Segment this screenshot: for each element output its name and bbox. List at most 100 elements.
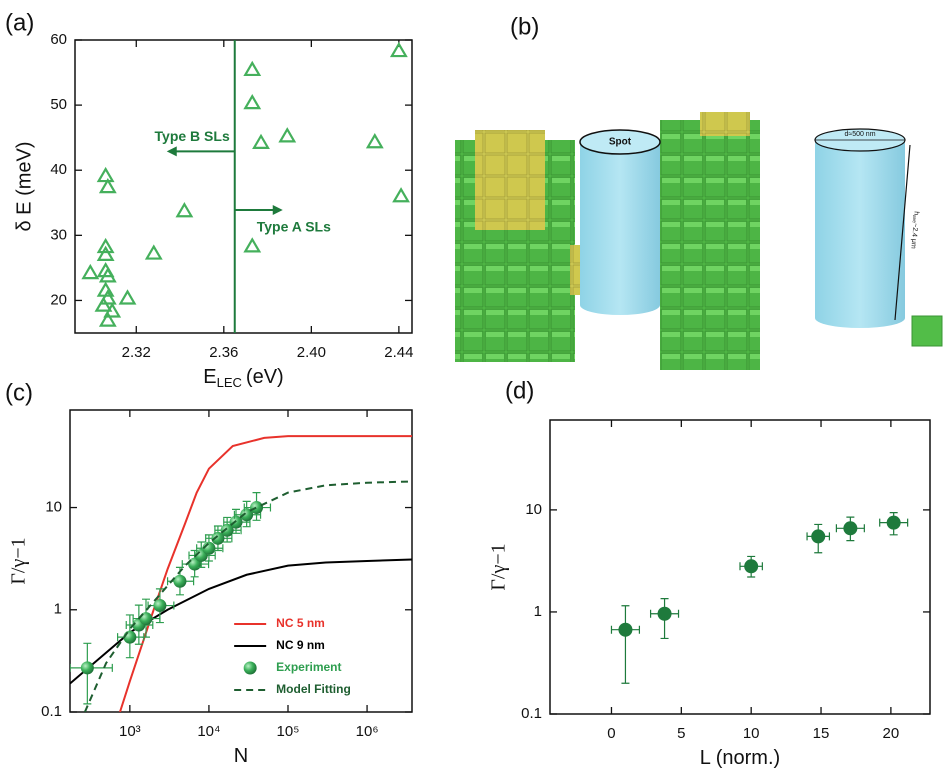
x-tick-label: 15 — [813, 725, 830, 742]
data-point — [250, 501, 264, 515]
data-point — [98, 177, 117, 194]
panel: (a) 2.32 2.36 2.40 2.44 20 30 40 50 60 δ E (meV) EL… — [5, 9, 413, 390]
y-tick-label: 30 — [50, 226, 67, 243]
panel: (c) 10³ 10⁴ 10⁵ 10⁶ 0.1 1 10 Γ/γ−1 N NC 5 nm NC 9 n… — [5, 379, 413, 767]
data-point — [389, 41, 408, 58]
x-tick-label: 5 — [677, 725, 685, 742]
panel-label: (a) — [5, 9, 34, 36]
x-tick-label: 10⁶ — [356, 723, 379, 740]
cylinder — [815, 140, 905, 328]
data-point — [365, 133, 384, 149]
legend-label: NC 5 nm — [276, 616, 325, 630]
spot-top — [579, 129, 661, 155]
height-label: have~2.4 μm — [908, 211, 920, 249]
height-value: ~2.4 μm — [910, 223, 919, 249]
data-point — [220, 523, 234, 537]
spot-label: Spot — [609, 137, 632, 148]
arrowhead — [272, 204, 283, 215]
data-point — [392, 187, 410, 203]
curve — [70, 558, 412, 685]
y-axis-label: Γ/γ−1 — [8, 537, 30, 584]
legend-swatch — [243, 661, 257, 675]
x-label-main: L (norm.) — [700, 747, 780, 769]
data-point — [118, 289, 137, 305]
legend-label: NC 9 nm — [276, 638, 325, 652]
panel-label: (d) — [505, 377, 534, 404]
plot-frame — [69, 409, 413, 713]
data-point — [98, 289, 117, 305]
y-tick-label: 1 — [534, 603, 542, 620]
data-point — [139, 612, 153, 626]
x-tick-label: 20 — [883, 725, 900, 742]
height-sub: ave — [910, 215, 917, 224]
data-point — [96, 237, 115, 254]
x-tick-label: 10 — [743, 725, 760, 742]
data-point — [81, 263, 100, 280]
y-tick-label: 10 — [525, 501, 542, 518]
data-point — [211, 531, 225, 545]
x-tick-label: 0 — [607, 725, 615, 742]
data-point — [96, 166, 115, 183]
y-tick-label: 10 — [45, 499, 62, 516]
data-point — [278, 127, 297, 143]
plot-frame — [74, 39, 413, 334]
data-point — [173, 574, 187, 588]
cube-block — [660, 120, 760, 370]
data-point — [243, 60, 262, 77]
height-arrow — [894, 144, 911, 321]
spot-cylinder — [580, 142, 660, 315]
panel-b: (b) Spot d≈500 nm have~2.4 μm — [455, 13, 943, 370]
y-axis-label: Γ/γ−1 — [488, 543, 510, 590]
y-tick-label: 0.1 — [41, 703, 62, 720]
data-point — [252, 133, 270, 149]
x-tick-label: 10⁵ — [277, 723, 300, 740]
data-point — [98, 311, 117, 327]
y-axis-label: δ E (meV) — [13, 141, 35, 231]
y-tick-label: 40 — [50, 161, 67, 178]
data-point — [98, 267, 117, 283]
x-label-main: N — [234, 745, 248, 767]
legend-label: Experiment — [276, 660, 341, 674]
annotation: Type A SLs — [257, 219, 331, 235]
data-point — [96, 245, 115, 261]
x-tick-label: 10³ — [119, 723, 141, 740]
x-axis-label: ELEC (eV) — [203, 366, 283, 390]
x-tick-label: 2.32 — [122, 344, 151, 361]
data-point — [657, 606, 672, 621]
data-point — [618, 622, 633, 637]
panel-label: (c) — [5, 379, 33, 406]
data-point — [94, 296, 113, 312]
x-label-main: E — [203, 366, 216, 388]
x-label-unit: (eV) — [246, 366, 284, 388]
data-point — [744, 559, 759, 574]
data-point — [80, 661, 94, 675]
y-tick-label: 0.1 — [521, 705, 542, 722]
panel: (d) 0 5 10 15 20 0.1 1 10 Γ/γ−1 L (norm.) — [488, 377, 931, 769]
y-tick-label: 60 — [50, 31, 67, 48]
data-point — [144, 244, 163, 260]
data-point — [843, 521, 858, 536]
x-axis-label: N — [234, 745, 248, 767]
data-point — [243, 93, 262, 110]
x-tick-label: 2.44 — [384, 344, 413, 361]
cube-block — [700, 112, 750, 136]
diameter-label: d≈500 nm — [844, 131, 875, 138]
data-point — [240, 508, 254, 522]
panel-label: (b) — [510, 13, 539, 40]
height-symbol: h — [912, 211, 919, 216]
data-point — [103, 302, 122, 318]
curve — [119, 435, 412, 712]
plot-frame — [549, 419, 931, 715]
x-tick-label: 2.36 — [209, 344, 238, 361]
y-tick-label: 1 — [54, 601, 62, 618]
data-point — [153, 599, 167, 613]
data-point — [175, 202, 194, 218]
x-tick-label: 10⁴ — [197, 723, 220, 740]
x-label-sub: LEC — [217, 375, 242, 390]
x-axis-label: L (norm.) — [700, 747, 780, 769]
annotation: Type B SLs — [155, 128, 230, 144]
y-tick-label: 20 — [50, 291, 67, 308]
data-point — [886, 515, 901, 530]
legend-label: Model Fitting — [276, 682, 351, 696]
